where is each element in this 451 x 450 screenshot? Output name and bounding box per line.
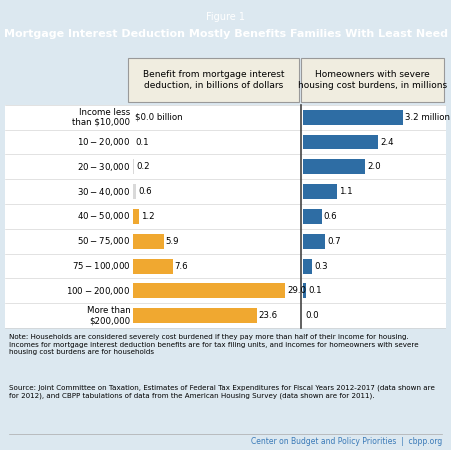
Bar [5, 105, 446, 130]
Text: Income less
than $10,000: Income less than $10,000 [73, 108, 130, 127]
Bar [303, 284, 306, 298]
Bar [133, 284, 285, 298]
Text: 5.9: 5.9 [166, 237, 179, 246]
Bar [303, 135, 378, 149]
Text: Mortgage Interest Deduction Mostly Benefits Families With Least Need: Mortgage Interest Deduction Mostly Benef… [4, 29, 447, 39]
Bar [303, 184, 337, 199]
Bar [133, 209, 139, 224]
Text: Homeowners with severe
housing cost burdens, in millions: Homeowners with severe housing cost burd… [298, 70, 447, 90]
Text: 23.6: 23.6 [259, 311, 278, 320]
Bar [133, 184, 136, 199]
Bar [303, 209, 322, 224]
Text: 3.2 million: 3.2 million [405, 113, 450, 122]
Text: Center on Budget and Policy Priorities  |  cbpp.org: Center on Budget and Policy Priorities |… [251, 437, 442, 446]
Bar [5, 130, 446, 154]
Text: 0.1: 0.1 [308, 286, 322, 295]
Text: $20-$30,000: $20-$30,000 [77, 161, 130, 173]
Bar [303, 259, 312, 274]
Text: 1.2: 1.2 [141, 212, 155, 221]
Text: 0.0: 0.0 [305, 311, 319, 320]
Text: 0.6: 0.6 [138, 187, 152, 196]
Text: $30-$40,000: $30-$40,000 [77, 186, 130, 198]
Text: $100-$200,000: $100-$200,000 [66, 285, 130, 297]
Text: 1.1: 1.1 [340, 187, 353, 196]
Bar [133, 259, 173, 274]
Text: Note: Households are considered severely cost burdened if they pay more than hal: Note: Households are considered severely… [9, 334, 419, 356]
Text: 2.0: 2.0 [368, 162, 381, 171]
Bar [133, 159, 134, 174]
Bar [5, 154, 446, 179]
Text: $75-$100,000: $75-$100,000 [72, 260, 130, 272]
FancyBboxPatch shape [301, 58, 444, 102]
Bar [5, 229, 446, 254]
Bar [5, 204, 446, 229]
Text: 0.2: 0.2 [136, 162, 150, 171]
Text: Benefit from mortgage interest
deduction, in billions of dollars: Benefit from mortgage interest deduction… [143, 70, 284, 90]
Text: 2.4: 2.4 [380, 138, 394, 147]
Text: More than
$200,000: More than $200,000 [87, 306, 130, 325]
Text: $50-$75,000: $50-$75,000 [77, 235, 130, 247]
Bar [303, 110, 403, 125]
Text: Source: Joint Committee on Taxation, Estimates of Federal Tax Expenditures for F: Source: Joint Committee on Taxation, Est… [9, 385, 435, 399]
Text: Figure 1: Figure 1 [206, 12, 245, 22]
Text: 0.3: 0.3 [314, 261, 328, 270]
Text: 0.7: 0.7 [327, 237, 341, 246]
FancyBboxPatch shape [128, 58, 299, 102]
Text: $40-$50,000: $40-$50,000 [77, 211, 130, 222]
Text: 0.6: 0.6 [324, 212, 337, 221]
Text: 7.6: 7.6 [175, 261, 189, 270]
Bar [5, 303, 446, 328]
Bar [5, 254, 446, 279]
Bar [133, 234, 164, 249]
Bar [5, 279, 446, 303]
Bar [303, 159, 365, 174]
Text: 0.1: 0.1 [135, 138, 149, 147]
Bar [5, 179, 446, 204]
Text: $0.0 billion: $0.0 billion [135, 113, 183, 122]
Text: 29.0: 29.0 [287, 286, 306, 295]
Bar [303, 234, 325, 249]
Text: $10-$20,000: $10-$20,000 [77, 136, 130, 148]
Bar [133, 308, 257, 323]
